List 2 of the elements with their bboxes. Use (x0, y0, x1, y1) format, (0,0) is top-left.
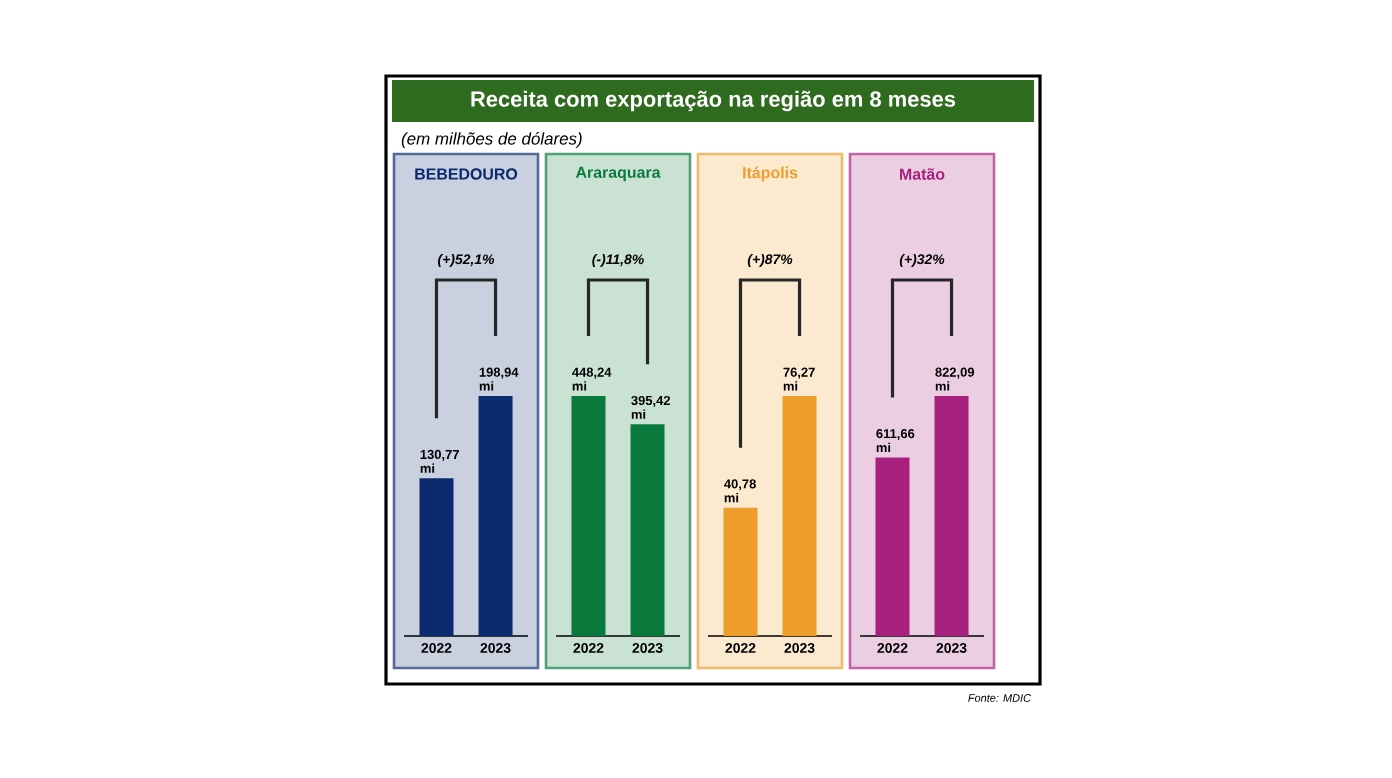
text: Receita com exportação na região em 8 meses (471, 90, 956, 112)
text: (em milhões de dólares) (401, 132, 582, 148)
